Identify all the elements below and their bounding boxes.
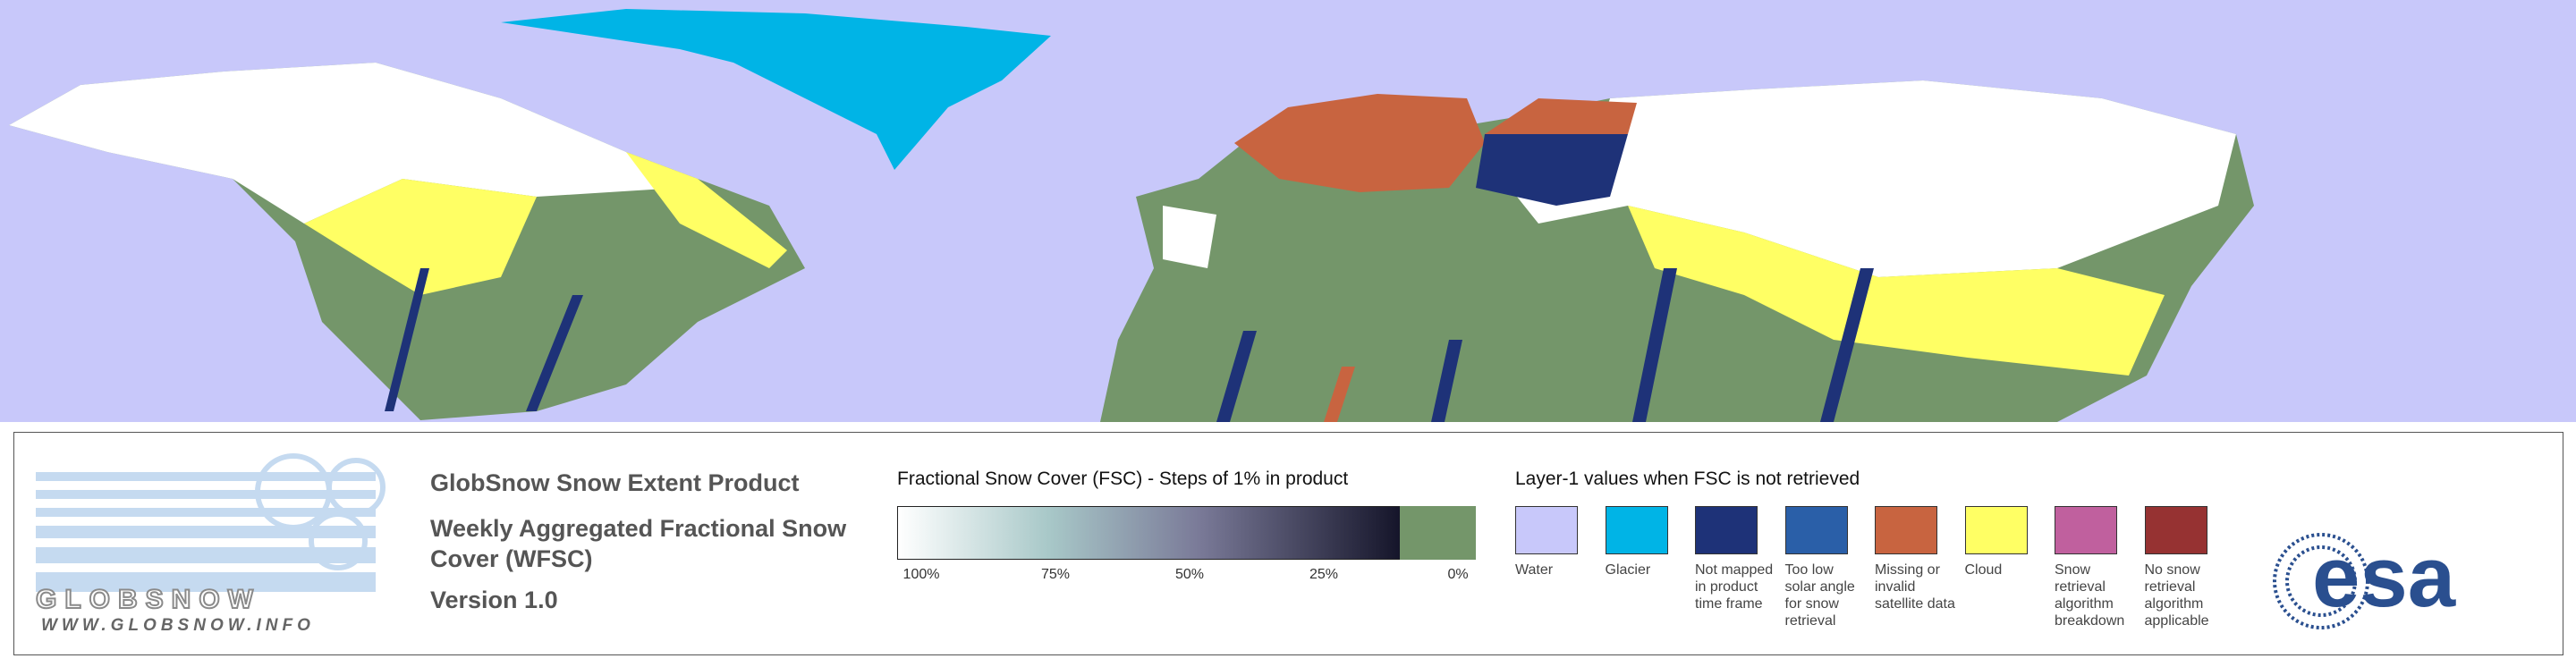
title: GlobSnow Snow Extent Product — [430, 469, 800, 496]
logo-name: GLOBSNOW — [36, 585, 261, 614]
cloud — [304, 179, 537, 295]
logo-url: WWW.GLOBSNOW.INFO — [41, 616, 315, 635]
snow — [1163, 206, 1216, 268]
missing-data — [1485, 98, 1637, 134]
legend-label: Snow retrieval algorithm breakdown — [2055, 562, 2125, 629]
cloud — [626, 152, 787, 268]
fsc-tick-label: 0% — [1447, 567, 1469, 582]
legend-swatch — [1875, 506, 1937, 554]
snow — [9, 63, 680, 224]
glacier — [501, 9, 1051, 170]
snow-map — [0, 0, 2576, 422]
snow — [1503, 80, 2236, 277]
legend-label: Cloud — [1964, 562, 2003, 578]
legend-swatch — [1964, 506, 2028, 554]
legend-swatch — [1784, 506, 1848, 554]
legend-swatch — [1515, 506, 1578, 554]
legend-swatch — [1695, 506, 1758, 554]
fsc-gradient — [897, 506, 1400, 560]
not-mapped — [1216, 331, 1257, 422]
fsc-tick-label: 50% — [1174, 567, 1205, 582]
cloud — [1628, 206, 2165, 376]
legend-swatch — [2055, 506, 2117, 554]
fsc-zero — [1400, 506, 1476, 560]
not-mapped — [1431, 340, 1462, 422]
not-mapped — [1820, 268, 1874, 422]
legend-swatch — [1605, 506, 1668, 554]
legend-label: Glacier — [1605, 562, 1651, 578]
fsc-tick-label: 25% — [1309, 567, 1339, 582]
legend-panel — [13, 432, 2563, 655]
not-mapped — [1476, 134, 1628, 206]
not-mapped — [385, 268, 429, 411]
legend-label: No snow retrieval algorithm applicable — [2144, 562, 2209, 629]
legend-label: Water — [1515, 562, 1554, 578]
fsc-title: Fractional Snow Cover (FSC) - Steps of 1… — [897, 469, 1349, 489]
subtitle: Weekly Aggregated Fractional Snow Cover … — [430, 515, 847, 572]
esa-text: esa — [2312, 529, 2456, 625]
fsc-tick-label: 75% — [1040, 567, 1071, 582]
legend-label: Missing or invalid satellite data — [1875, 562, 1955, 612]
not-mapped — [1632, 268, 1677, 422]
fsc-tick-label: 100% — [902, 567, 940, 582]
version: Version 1.0 — [430, 587, 558, 613]
esa-logo: esa — [2273, 529, 2456, 629]
globsnow-logo: GLOBSNOW WWW.GLOBSNOW.INFO — [35, 453, 386, 635]
legend-label: Too low solar angle for snow retrieval — [1784, 562, 1855, 629]
legend-swatch — [2144, 506, 2207, 554]
missing-data — [1234, 94, 1485, 192]
missing-data — [1324, 367, 1355, 422]
legend-label: Not mapped in product time frame — [1695, 562, 1774, 612]
not-mapped — [526, 295, 583, 411]
layer1-title: Layer-1 values when FSC is not retrieved — [1515, 469, 1860, 489]
